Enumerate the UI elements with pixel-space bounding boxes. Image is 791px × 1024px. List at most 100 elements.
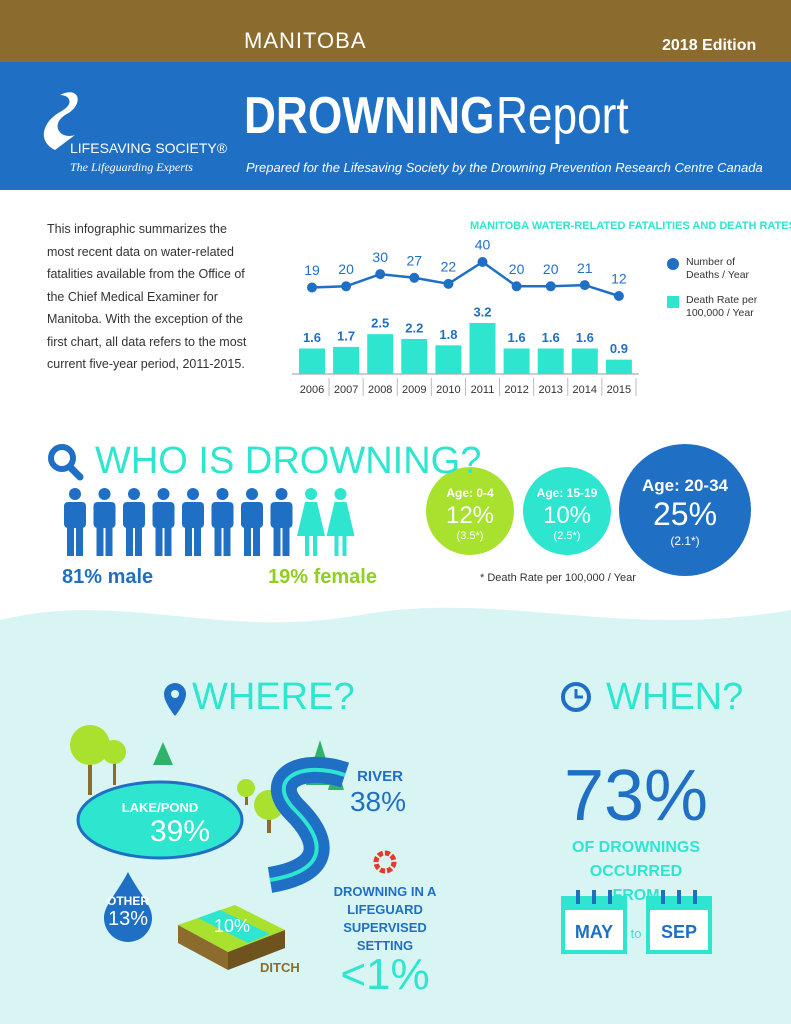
person-head <box>98 488 111 500</box>
point-label: 40 <box>475 237 491 253</box>
chart-title: MANITOBA WATER-RELATED FATALITIES AND DE… <box>470 220 791 232</box>
x-tick-label: 2014 <box>573 384 597 396</box>
ditch-side <box>228 930 285 970</box>
lake <box>76 780 244 860</box>
person-leg <box>126 526 133 556</box>
person-body <box>152 502 175 528</box>
person-leg <box>67 526 74 556</box>
person-head <box>128 488 140 500</box>
lifeguard-percent: <1% <box>340 950 430 999</box>
ditch-percent: 10% <box>213 916 251 936</box>
point-label: 20 <box>509 261 525 277</box>
edition: 2018 Edition <box>662 37 757 54</box>
point-label: 21 <box>577 260 593 276</box>
point <box>375 269 386 280</box>
x-tick-label: 2011 <box>471 384 495 396</box>
intro: This infographic summarizes the most rec… <box>47 222 247 371</box>
x-tick-label: 2013 <box>538 384 562 396</box>
logo-name: LIFESAVING SOCIETY® <box>70 140 228 156</box>
month-until: SEP <box>660 922 698 942</box>
other-percent: 13% <box>107 908 149 930</box>
person-head <box>216 488 229 500</box>
title-light: Report <box>496 87 629 145</box>
bar <box>503 348 530 374</box>
chart: 2006 2007 2008 2009 2010 2011 2012 2013 2014 2015… <box>292 237 639 396</box>
legend-marker <box>667 296 679 308</box>
person-head <box>246 488 258 500</box>
person-leg <box>194 526 201 556</box>
ditch-side <box>178 925 228 970</box>
person-leg <box>273 526 281 556</box>
point-label: 12 <box>611 271 627 287</box>
person-leg <box>313 534 317 556</box>
person-body <box>93 502 116 528</box>
male-share: 81% male <box>62 566 154 588</box>
bar <box>367 334 394 374</box>
bar-label: 1.6 <box>508 330 526 345</box>
point-label: 19 <box>304 262 320 278</box>
person-body <box>64 502 86 528</box>
age-rate: (3.5*) <box>456 530 484 542</box>
lake-percent: 39% <box>149 815 211 848</box>
calendars <box>561 890 712 954</box>
clock-hands <box>574 689 583 699</box>
age-label: Age: 15-19 <box>536 486 598 500</box>
legend-label: Number of Deaths / Year <box>686 256 750 281</box>
lifeguard-label: DROWNING IN A LIFEGUARD SUPERVISED SETTI… <box>333 884 437 953</box>
bar-label: 1.6 <box>303 330 321 345</box>
ditch-water <box>198 910 270 943</box>
x-tick-label: 2010 <box>436 384 460 396</box>
person-head <box>334 488 347 500</box>
subtitle: Prepared for the Lifesaving Society by t… <box>246 160 763 175</box>
age-bubble <box>619 444 751 576</box>
x-tick-label: 2009 <box>402 384 426 396</box>
month-from: MAY <box>574 922 614 942</box>
female-share: 19% female <box>268 566 377 588</box>
person-head <box>157 488 170 500</box>
point-label: 20 <box>543 261 559 277</box>
age-label: Age: 20-34 <box>642 476 728 495</box>
point <box>477 257 488 267</box>
x-tick-label: 2007 <box>334 384 358 396</box>
x-tick-label: 2006 <box>300 384 324 396</box>
clock-icon <box>561 682 591 712</box>
person-head <box>69 488 81 500</box>
age-bubble <box>426 467 514 555</box>
ditch-label: DITCH <box>260 960 300 975</box>
x-tick-label: 2008 <box>368 384 392 396</box>
when-title: WHEN? <box>606 676 744 718</box>
when-percent: 73% <box>563 756 709 836</box>
header-band <box>0 62 791 190</box>
lifebuoy-icon <box>373 850 397 874</box>
legend-marker <box>667 258 679 270</box>
where-title: WHERE? <box>192 676 355 718</box>
bar <box>435 345 462 374</box>
person-leg <box>135 526 142 556</box>
person-head <box>275 488 288 500</box>
x-tick-label: 2012 <box>504 384 528 396</box>
point <box>579 280 590 291</box>
title-bold: DROWNING <box>244 87 495 145</box>
to-text: to <box>630 926 642 941</box>
river-label: RIVER <box>357 768 403 785</box>
person-dress <box>297 502 325 536</box>
bar-label: 0.9 <box>610 341 628 356</box>
bar-label: 1.8 <box>439 327 457 342</box>
person-head <box>305 488 317 500</box>
point <box>443 278 454 289</box>
person-body <box>182 502 204 528</box>
bar <box>469 323 496 374</box>
bar-label: 1.7 <box>337 328 355 343</box>
point <box>545 281 556 292</box>
person-leg <box>185 526 192 556</box>
person-leg <box>164 526 172 556</box>
person-leg <box>76 526 83 556</box>
search-icon-handle <box>66 463 84 481</box>
person-body <box>123 502 145 528</box>
pin-icon <box>164 683 186 716</box>
point <box>341 281 352 292</box>
person-leg <box>223 526 231 556</box>
age-percent: 12% <box>445 502 495 529</box>
